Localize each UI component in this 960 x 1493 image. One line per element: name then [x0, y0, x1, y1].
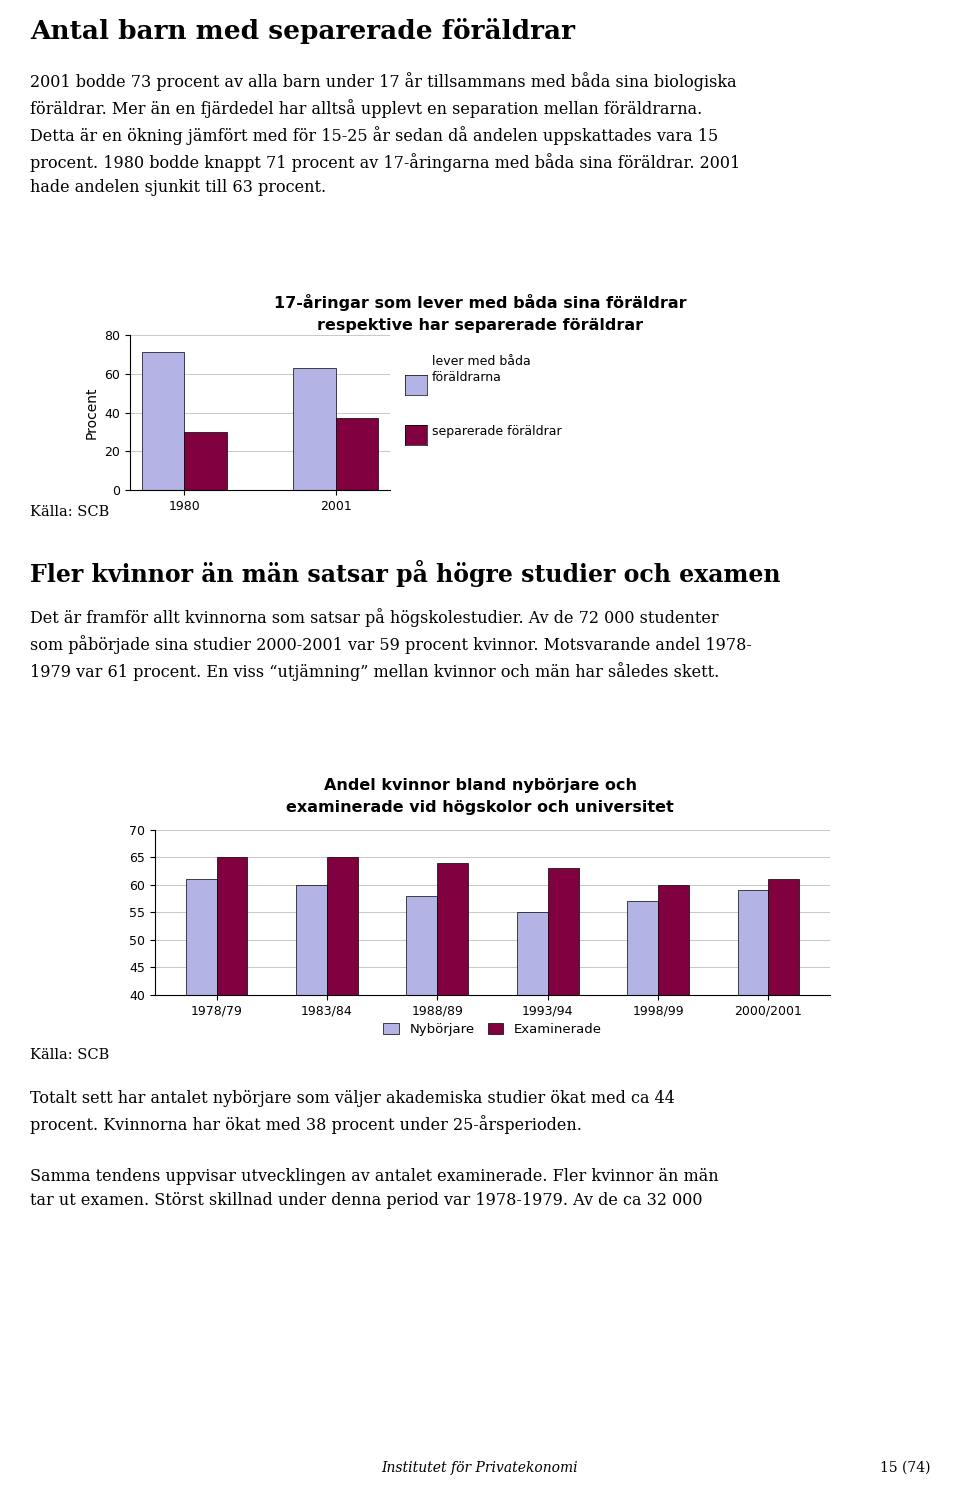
Bar — [658, 885, 689, 1215]
Text: Institutet för Privatekonomi: Institutet för Privatekonomi — [382, 1462, 578, 1475]
Bar — [296, 885, 327, 1215]
Text: Källa: SCB: Källa: SCB — [30, 505, 109, 520]
Bar — [184, 431, 227, 490]
Bar — [406, 896, 438, 1215]
Bar — [294, 367, 336, 490]
Bar — [737, 890, 768, 1215]
Bar — [217, 857, 248, 1215]
Bar — [548, 869, 579, 1215]
Bar — [768, 879, 800, 1215]
Text: Källa: SCB: Källa: SCB — [30, 1048, 109, 1062]
Text: 17-åringar som lever med båda sina föräldrar: 17-åringar som lever med båda sina föräl… — [274, 294, 686, 311]
Text: Antal barn med separerade föräldrar: Antal barn med separerade föräldrar — [30, 18, 575, 43]
Bar — [438, 863, 468, 1215]
Bar — [327, 857, 358, 1215]
Text: separerade föräldrar: separerade föräldrar — [432, 426, 562, 437]
Text: Det är framför allt kvinnorna som satsar på högskolestudier. Av de 72 000 studen: Det är framför allt kvinnorna som satsar… — [30, 608, 752, 681]
Bar — [336, 418, 378, 490]
Text: Fler kvinnor än män satsar på högre studier och examen: Fler kvinnor än män satsar på högre stud… — [30, 560, 780, 587]
Text: respektive har separerade föräldrar: respektive har separerade föräldrar — [317, 318, 643, 333]
Y-axis label: Procent: Procent — [84, 387, 99, 439]
Bar — [627, 902, 658, 1215]
Text: Samma tendens uppvisar utvecklingen av antalet examinerade. Fler kvinnor än män
: Samma tendens uppvisar utvecklingen av a… — [30, 1168, 719, 1209]
Text: Andel kvinnor bland nybörjare och: Andel kvinnor bland nybörjare och — [324, 778, 636, 793]
Text: examinerade vid högskolor och universitet: examinerade vid högskolor och universite… — [286, 800, 674, 815]
Text: lever med båda
föräldrarna: lever med båda föräldrarna — [432, 355, 531, 384]
Text: Totalt sett har antalet nybörjare som väljer akademiska studier ökat med ca 44
p: Totalt sett har antalet nybörjare som vä… — [30, 1090, 675, 1135]
Legend: Nybörjare, Examinerade: Nybörjare, Examinerade — [377, 1017, 608, 1041]
Bar — [142, 352, 184, 490]
Bar — [185, 879, 217, 1215]
Text: 15 (74): 15 (74) — [879, 1462, 930, 1475]
Bar — [516, 912, 548, 1215]
Text: 2001 bodde 73 procent av alla barn under 17 år tillsammans med båda sina biologi: 2001 bodde 73 procent av alla barn under… — [30, 72, 740, 197]
